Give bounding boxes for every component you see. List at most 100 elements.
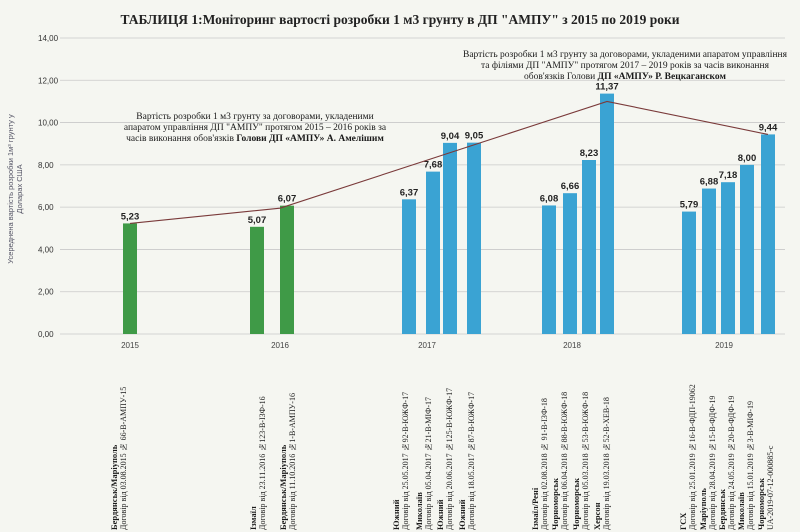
bar	[563, 193, 577, 334]
bar-value-label: 5,23	[121, 211, 140, 222]
contract-number: Договір від 28.04.2019 №15-В-ФДФ-19	[708, 395, 717, 530]
bar	[250, 226, 264, 334]
bar	[582, 159, 596, 334]
contract-location: Миколаїв	[736, 492, 746, 530]
bar-value-label: 6,88	[700, 177, 719, 188]
bar-value-label: 9,05	[465, 131, 484, 142]
contract-number: Договір від 19.03.2018 №52-В-ХЕВ-18	[602, 397, 611, 530]
bar-value-label: 6,66	[561, 181, 580, 192]
bar	[443, 142, 457, 334]
contract-number: UA-2019-07-12-000885-c	[766, 445, 775, 530]
contract-location: Бердянськ	[717, 489, 727, 530]
y-tick-label: 2,00	[38, 288, 54, 297]
y-tick-label: 4,00	[38, 245, 54, 254]
y-tick-label: 14,00	[38, 34, 59, 43]
y-tick-label: 12,00	[38, 76, 59, 85]
contract-label: Миколаїв Договір від 05.04.2017 №21-В-МІФ…	[414, 370, 433, 530]
contract-label: Бердянськ/Маріуполь Договір від 03.08.201…	[109, 370, 128, 530]
contract-number: Договір від 20.06.2017 №125-В-ЮЖФ-17	[445, 387, 454, 530]
bar	[721, 182, 735, 334]
contract-number: Договір від 23.11.2016 №123-В-ІЗФ-16	[258, 396, 267, 530]
contract-location: Южний	[435, 499, 445, 530]
trend-line	[129, 100, 769, 224]
bar-value-label: 7,68	[424, 160, 443, 171]
contract-number: Договір від 18.05.2017 №87-В-ЮЖФ-17	[467, 391, 476, 530]
x-year-label: 2019	[715, 341, 733, 350]
contract-location: Маріуполь	[698, 488, 708, 530]
y-tick-label: 6,00	[38, 203, 54, 212]
contract-number: Договір від 02.08.2018 № 91-В-ІЗФ-18	[540, 398, 549, 530]
bar	[740, 164, 754, 334]
contract-label: Ізмаїл Договір від 23.11.2016 №123-В-ІЗФ-…	[248, 370, 267, 530]
contract-location: ГСХ	[678, 512, 688, 530]
contract-location: Южний	[457, 499, 467, 530]
contract-label: Южний Договір від 25.05.2017 №92-В-ЮЖФ-17	[391, 370, 410, 530]
bar-value-label: 8,00	[738, 153, 757, 164]
y-tick-label: 8,00	[38, 161, 54, 170]
x-year-label: 2018	[563, 341, 581, 350]
bar-value-label: 9,44	[759, 122, 778, 133]
bar	[542, 205, 556, 334]
y-tick-label: 0,00	[38, 330, 54, 339]
contract-label: Ізмаїл/Рені Договір від 02.08.2018 № 91-В…	[530, 370, 549, 530]
bar	[702, 188, 716, 334]
contract-label: Южний Договір від 20.06.2017 №125-В-ЮЖФ-1…	[435, 370, 454, 530]
y-tick-label: 10,00	[38, 119, 59, 128]
contract-label: Чорноморськ Договір від 05.03.2018 №53-В-…	[571, 370, 590, 530]
contract-location: Чорноморськ	[550, 477, 560, 530]
contract-number: Договір від 15.01.2019 №3-В-МІФ-19	[746, 400, 755, 530]
contract-number: Договір від 05.03.2018 №53-В-ЮЖФ-18	[581, 391, 590, 530]
note-2017-2019-name: ДП «АМПУ» Р. Вецкаганском	[597, 72, 726, 82]
contract-label: Чорноморськ Договір від 06.04.2018 №88-В-…	[550, 370, 569, 530]
contract-label: Херсон Договір від 19.03.2018 №52-В-ХЕВ-1…	[592, 370, 611, 530]
bar	[600, 93, 614, 334]
bar	[426, 171, 440, 334]
contract-location: Миколаїв	[414, 492, 424, 530]
contract-location: Бердянськ/Маріуполь	[278, 444, 288, 530]
x-year-label: 2016	[271, 341, 289, 350]
bar	[402, 199, 416, 334]
bar	[280, 205, 294, 334]
contract-label: ГСХ Договір від 25.01.2019 №16-В-ФДП-1906…	[678, 370, 697, 530]
page-title: ТАБЛИЦЯ 1:Моніторинг вартості розробки 1…	[120, 12, 680, 27]
note-2017-2019-text: Вартість розробки 1 м3 грунту за договор…	[463, 50, 787, 82]
bar-value-label: 5,07	[248, 215, 267, 226]
contract-label: Миколаїв Договір від 15.01.2019 №3-В-МІФ-…	[736, 370, 755, 530]
contract-location: Ізмаїл	[248, 506, 258, 530]
note-2015-2016: Вартість розробки 1 м3 грунту за договор…	[120, 112, 390, 145]
contract-number: Договір від 06.04.2018 №88-В-ЮЖФ-18	[560, 391, 569, 530]
contract-location: Херсон	[592, 502, 602, 530]
bar	[761, 134, 775, 334]
contract-label: Маріуполь Договір від 28.04.2019 №15-В-ФД…	[698, 370, 717, 530]
contract-number: Договір від 24.05.2019 №20-В-ФДФ-19	[727, 395, 736, 530]
contract-number: Договір від 05.04.2017 №21-В-МІФ-17	[424, 396, 433, 530]
contract-label: Бердянськ/Маріуполь Договір від 11.10.201…	[278, 370, 297, 530]
note-2015-2016-text: Вартість розробки 1 м3 грунту за договор…	[123, 112, 387, 144]
contract-location: Южний	[391, 499, 401, 530]
bar	[682, 211, 696, 334]
note-2015-2016-name: Голови ДП «АМПУ» А. Амелішим	[236, 134, 384, 144]
contract-location: Чорноморськ	[571, 477, 581, 530]
contract-number: Договір від 11.10.2016 №1-В-АМПУ-16	[288, 393, 297, 530]
contract-label: Южний Договір від 18.05.2017 №87-В-ЮЖФ-17	[457, 370, 476, 530]
bar-value-label: 11,37	[595, 82, 618, 93]
contract-location: Ізмаїл/Рені	[530, 487, 540, 530]
x-year-label: 2015	[121, 341, 139, 350]
contract-number: Договір від 25.01.2019 №16-В-ФДП-19062	[688, 384, 697, 530]
x-year-label: 2017	[418, 341, 436, 350]
bar-value-label: 6,08	[540, 193, 559, 204]
contract-label: Чорноморськ UA-2019-07-12-000885-c	[756, 370, 775, 530]
contract-location: Чорноморськ	[756, 477, 766, 530]
bar-value-label: 8,23	[580, 148, 599, 159]
bar-value-label: 9,04	[441, 131, 460, 142]
note-2017-2019: Вартість розробки 1 м3 грунту за договор…	[460, 50, 790, 83]
contract-number: Договір від 03.08.2015 № 66-В-АМПУ-15	[119, 386, 128, 530]
bar-value-label: 6,07	[278, 194, 297, 205]
bar	[123, 223, 137, 334]
bar	[467, 142, 481, 334]
bar-value-label: 5,79	[680, 200, 699, 211]
contract-number: Договір від 25.05.2017 №92-В-ЮЖФ-17	[401, 391, 410, 530]
contract-label: Бердянськ Договір від 24.05.2019 №20-В-ФД…	[717, 370, 736, 530]
